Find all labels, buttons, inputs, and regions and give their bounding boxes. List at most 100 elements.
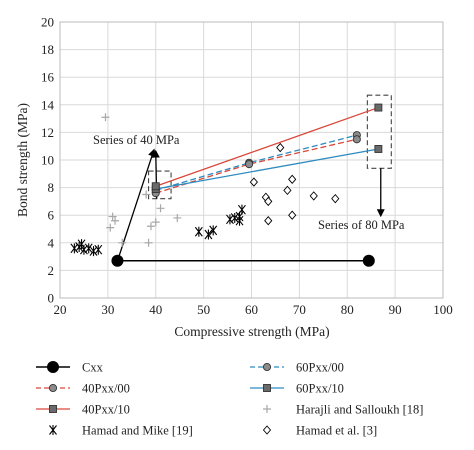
data-point [151, 182, 160, 191]
data-point [151, 218, 160, 227]
data-point [89, 246, 98, 257]
data-point [111, 254, 124, 267]
data-point [249, 177, 258, 187]
legend-label: Hamad et al. [3] [296, 424, 377, 438]
data-point [226, 214, 234, 225]
legend-item: Hamad and Mike [19] [49, 424, 193, 438]
data-point [84, 243, 93, 254]
data-point [362, 254, 375, 267]
callout-boxes [148, 94, 392, 200]
x-tick-label: 40 [149, 302, 162, 317]
x-tick-label: 20 [54, 302, 67, 317]
x-tick-label: 30 [101, 302, 114, 317]
data-point [101, 113, 110, 122]
y-tick-label: 12 [41, 125, 54, 140]
legend-marker [49, 405, 57, 413]
y-tick-label: 18 [41, 42, 54, 57]
y-tick-label: 8 [48, 180, 55, 195]
series-hamad-et-al-3 [249, 142, 340, 226]
legend-label: Hamad and Mike [19] [82, 424, 193, 438]
y-tick-label: 4 [48, 235, 55, 250]
series-40pxx-10 [151, 103, 383, 191]
legend-marker [263, 405, 271, 413]
data-point [94, 244, 103, 255]
data-point [70, 243, 79, 254]
data-point [118, 238, 127, 247]
series-line [155, 134, 357, 191]
data-point [80, 244, 88, 255]
data-point [288, 174, 297, 185]
axis-ticks: 20 30 40 50 60 70 80 90 100 0 2 4 6 8 10 12 14 16 18 20 [41, 15, 453, 318]
legend-marker [48, 383, 58, 393]
series-line [155, 148, 379, 190]
series-hamad-and-mike-19 [70, 204, 246, 257]
y-tick-label: 6 [48, 208, 55, 223]
data-point [209, 225, 218, 236]
data-point [245, 160, 254, 169]
data-point [374, 103, 383, 112]
legend-item: Hamad et al. [3] [262, 424, 377, 438]
data-point [235, 211, 244, 222]
series-cxx [111, 254, 375, 267]
data-point [276, 142, 285, 153]
chart-series [70, 103, 383, 267]
data-point [108, 212, 117, 221]
callout-box-80 [366, 94, 392, 169]
x-tick-label: 60 [245, 302, 258, 317]
series-line [155, 106, 379, 187]
legend-marker [262, 425, 272, 435]
y-axis-title: Bond strength (MPa) [15, 103, 30, 217]
data-point [264, 216, 273, 226]
x-tick-label: 80 [341, 302, 354, 317]
y-tick-label: 20 [41, 15, 54, 30]
y-tick-label: 16 [41, 70, 55, 85]
data-point [156, 204, 165, 213]
legend-item: Cxx [36, 361, 104, 375]
legend-marker [262, 362, 272, 372]
data-point [309, 191, 318, 201]
data-point [374, 145, 383, 153]
callout-box-40 [148, 170, 172, 200]
chart-grid [59, 21, 444, 299]
x-tick-label: 100 [433, 302, 453, 317]
data-point [144, 238, 153, 247]
legend-marker [263, 384, 271, 392]
y-tick-label: 0 [48, 291, 55, 306]
legend-item: 60Pxx/10 [250, 382, 344, 396]
legend-marker [49, 425, 57, 435]
legend-item: 40Pxx/10 [36, 403, 130, 417]
data-point [173, 213, 182, 222]
legend-label: 40Pxx/10 [82, 403, 130, 417]
data-point [111, 216, 120, 225]
data-point [194, 226, 203, 237]
legend-label: Cxx [82, 361, 104, 375]
data-point [106, 223, 115, 232]
legend-label: Harajli and Salloukh [18] [296, 403, 423, 417]
arrow-40-left [118, 148, 156, 257]
x-tick-label: 70 [293, 302, 306, 317]
data-point [264, 196, 273, 207]
legend-item: 40Pxx/00 [36, 382, 130, 396]
data-point [283, 185, 292, 196]
legend-label: 40Pxx/00 [82, 382, 130, 396]
y-tick-label: 10 [41, 153, 54, 168]
x-tick-label: 50 [197, 302, 210, 317]
chart-legend: Cxx 60Pxx/00 40Pxx/00 60Pxx/10 40Pxx/10 Haraj… [36, 361, 423, 438]
annotation-series-40: Series of 40 MPa [93, 133, 180, 147]
legend-item: 60Pxx/00 [250, 361, 344, 375]
plot-frame [59, 21, 444, 299]
x-axis-title: Compressive strength (MPa) [174, 324, 329, 339]
legend-label: 60Pxx/00 [296, 361, 344, 375]
y-tick-label: 2 [48, 263, 55, 278]
data-point [142, 190, 151, 199]
data-point [331, 193, 340, 204]
data-point [146, 222, 155, 231]
data-point [204, 229, 213, 240]
series-harajli-and-salloukh-18 [101, 113, 182, 247]
x-tick-label: 90 [389, 302, 402, 317]
data-point [288, 210, 297, 220]
legend-label: 60Pxx/10 [296, 382, 344, 396]
legend-item: Harajli and Salloukh [18] [263, 403, 423, 417]
y-tick-label: 14 [41, 97, 55, 112]
